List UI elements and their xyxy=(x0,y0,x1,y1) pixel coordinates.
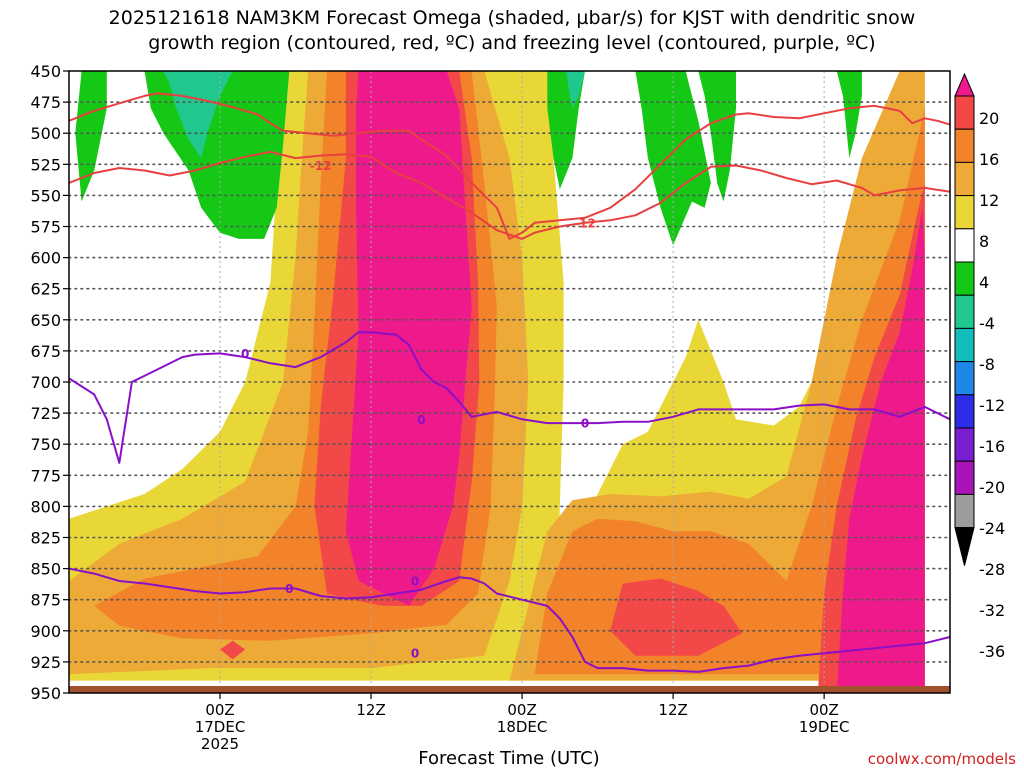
colorbar-band-11 xyxy=(954,427,975,462)
colorbar-band-3 xyxy=(954,161,975,197)
x-tick-label-6-2: 2025 xyxy=(201,735,239,753)
colorbar-label-11: -28 xyxy=(979,560,1005,579)
contour-label-6: 0 xyxy=(411,575,419,589)
y-tick-label-850: 850 xyxy=(30,560,61,579)
y-tick-label-625: 625 xyxy=(30,280,61,299)
title-line-2: growth region (contoured, red, ºC) and f… xyxy=(148,32,875,54)
omega-shading-layer xyxy=(69,71,925,693)
contour-label-5: 0 xyxy=(285,582,293,596)
omega-region-_8_to_4-3 xyxy=(635,71,711,246)
y-tick-label-475: 475 xyxy=(30,93,61,112)
colorbar-label-2: 12 xyxy=(979,191,999,210)
colorbar-label-0: 20 xyxy=(979,109,999,128)
omega-region-_8_to_4-5 xyxy=(836,71,862,159)
colorbar-band-9 xyxy=(954,361,975,396)
y-tick-label-700: 700 xyxy=(30,373,61,392)
omega-region-_20-0 xyxy=(345,71,472,606)
chart-title: 2025121618 NAM3KM Forecast Omega (shaded… xyxy=(109,7,916,54)
contour-line-3 xyxy=(69,567,950,673)
y-tick-label-950: 950 xyxy=(30,684,61,703)
colorbar-label-5: -4 xyxy=(979,314,995,333)
y-tick-label-575: 575 xyxy=(30,218,61,237)
y-tick-label-650: 650 xyxy=(30,311,61,330)
omega-region-_12_to_8-1 xyxy=(566,71,585,109)
y-tick-label-500: 500 xyxy=(30,124,61,143)
y-tick-label-900: 900 xyxy=(30,622,61,641)
contour-label-1: -12 xyxy=(574,216,596,230)
omega-region-16_20-3 xyxy=(220,640,246,660)
title-line-1: 2025121618 NAM3KM Forecast Omega (shaded… xyxy=(109,7,916,29)
omega-region-_8_to_4-4 xyxy=(698,71,736,202)
y-tick-label-825: 825 xyxy=(30,529,61,548)
contour-label-4: 0 xyxy=(581,417,589,431)
omega-region-_20-1 xyxy=(836,207,925,693)
colorbar-band-6 xyxy=(954,261,975,296)
colorbar-label-7: -12 xyxy=(979,396,1005,415)
omega-colorbar: 20 16 12 8 4 -4 -8 -12 -16 -20 -24 -28 -32 -36 xyxy=(954,72,1005,661)
omega-region-12_16-1 xyxy=(534,108,925,675)
colorbar-label-3: 8 xyxy=(979,232,989,251)
x-tick-label-42-0: 12Z xyxy=(658,701,687,719)
x-tick-label-30-0: 00Z xyxy=(507,701,536,719)
colorbar-top-arrow xyxy=(954,72,975,97)
colorbar-band-1 xyxy=(954,95,975,130)
contour-line-2 xyxy=(69,331,950,464)
colorbar-label-9: -20 xyxy=(979,478,1005,497)
y-tick-label-775: 775 xyxy=(30,466,61,485)
colorbar-label-13: -36 xyxy=(979,642,1005,661)
colorbar-band-7 xyxy=(954,294,975,329)
x-tick-label-30-1: 18DEC xyxy=(497,718,548,736)
x-tick-label-6-1: 17DEC xyxy=(195,718,246,736)
omega-region-16_20-1 xyxy=(610,578,743,656)
contour-label-3: 0 xyxy=(417,413,425,427)
y-tick-label-750: 750 xyxy=(30,435,61,454)
contour-layer: -12 -12 0 0 0 0 0 0 xyxy=(69,92,950,673)
source-credit: coolwx.com/models xyxy=(868,750,1016,768)
colorbar-band-10 xyxy=(954,394,975,429)
x-tick-label-54-0: 00Z xyxy=(809,701,838,719)
y-tick-label-450: 450 xyxy=(30,62,61,81)
y-tick-label-800: 800 xyxy=(30,497,61,516)
contour-label-7: 0 xyxy=(411,647,419,661)
colorbar-bottom-arrow xyxy=(954,527,975,566)
colorbar-band-13 xyxy=(954,493,975,529)
colorbar-band-8 xyxy=(954,327,975,363)
x-tick-label-6-0: 00Z xyxy=(205,701,234,719)
colorbar-label-10: -24 xyxy=(979,519,1005,538)
colorbar-band-5 xyxy=(954,228,975,263)
colorbar-band-4 xyxy=(954,195,975,230)
y-tick-label-600: 600 xyxy=(30,249,61,268)
colorbar-label-12: -32 xyxy=(979,601,1005,620)
omega-region-_8_to_4-0 xyxy=(75,71,107,202)
plot-area: -12 -12 0 0 0 0 0 0 xyxy=(68,70,951,694)
x-tick-label-18-0: 12Z xyxy=(356,701,385,719)
x-tick-label-54-1: 19DEC xyxy=(799,718,850,736)
colorbar-band-12 xyxy=(954,460,975,495)
colorbar-label-1: 16 xyxy=(979,150,999,169)
y-tick-label-725: 725 xyxy=(30,404,61,423)
y-axis-pressure: 450 475 500 525 550 575 600 625 650 675 700 725 750 7… xyxy=(30,62,69,703)
ground-strip xyxy=(69,686,950,693)
x-axis-title: Forecast Time (UTC) xyxy=(418,748,599,768)
colorbar-label-4: 4 xyxy=(979,273,989,292)
y-tick-label-675: 675 xyxy=(30,342,61,361)
omega-region-_12_to_8-0 xyxy=(163,71,233,159)
y-tick-label-925: 925 xyxy=(30,653,61,672)
dotted-grid xyxy=(68,71,951,693)
contour-line-1 xyxy=(69,150,950,240)
colorbar-label-8: -16 xyxy=(979,437,1005,456)
y-tick-label-525: 525 xyxy=(30,155,61,174)
y-tick-label-875: 875 xyxy=(30,591,61,610)
y-tick-label-550: 550 xyxy=(30,186,61,205)
colorbar-label-6: -8 xyxy=(979,355,995,374)
colorbar-band-2 xyxy=(954,128,975,163)
contour-label-2: 0 xyxy=(241,347,249,361)
contour-label-0: -12 xyxy=(310,159,332,173)
